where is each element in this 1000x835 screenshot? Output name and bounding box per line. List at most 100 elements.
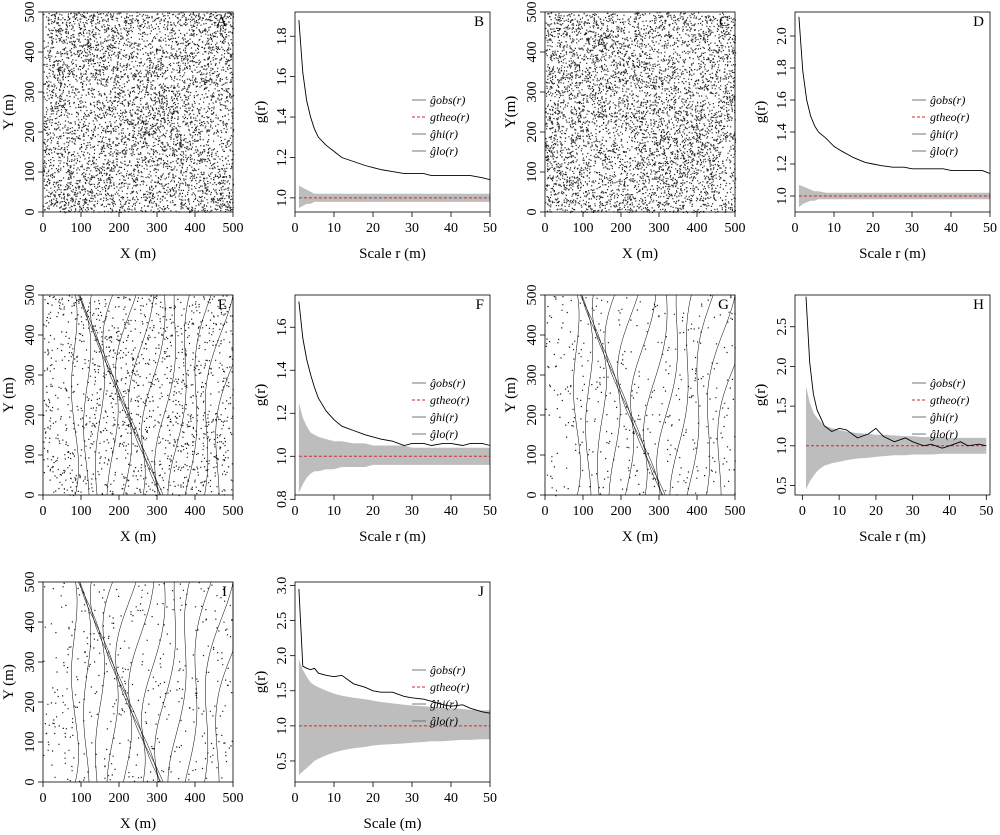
- x-tick-label: 50: [983, 221, 997, 236]
- contour-line: [71, 581, 79, 783]
- y-tick-label: 2.0: [775, 27, 790, 45]
- x-tick-label: 40: [444, 504, 458, 519]
- contour-line: [204, 294, 234, 496]
- x-tick-label: 100: [71, 221, 92, 236]
- x-tick-label: 500: [223, 221, 244, 236]
- contour-line: [656, 294, 678, 496]
- y-tick-label: 3.0: [275, 577, 290, 595]
- panel-I: 0 100 200 300 400 500 0 100 200 300 400 500 X (m) Y (…: [1, 572, 244, 833]
- contour-line: [79, 581, 92, 783]
- y-tick-label: 1.0: [775, 187, 790, 205]
- y-tick-label: 0: [23, 209, 38, 216]
- point-cloud-E: [43, 295, 234, 497]
- legend-label-hi: ĝhi(r): [430, 697, 458, 711]
- contour-line: [90, 581, 133, 783]
- y-tick-label: 1.6: [775, 91, 790, 109]
- y-axis-label: Y (m): [1, 94, 17, 130]
- confidence-envelope: [806, 386, 987, 490]
- y-tick-label: 100: [525, 162, 540, 183]
- x-tick-label: 500: [223, 504, 244, 519]
- panel-label: I: [222, 584, 227, 600]
- y-tick-label: 1.4: [775, 123, 790, 141]
- plot-frame-D: [794, 11, 991, 213]
- y-tick-label: 1.5: [775, 397, 790, 415]
- contour-line: [717, 295, 736, 496]
- panel-C: 0 100 200 300 400 500 0 100 200 300 400 500 X (m) Y(m…: [503, 2, 746, 263]
- contour-line: [686, 294, 714, 496]
- y-tick-label: 1.0: [775, 437, 790, 455]
- legend: ĝobs(r) gtheo(r) ĝhi(r) ĝlo(r): [412, 663, 469, 728]
- legend-label-theo: gtheo(r): [430, 393, 469, 407]
- x-axis-label: Scale r (m): [859, 529, 926, 545]
- x-axis-label: Scale r (m): [359, 246, 426, 262]
- x-tick-label: 30: [405, 221, 419, 236]
- x-tick-label: 100: [573, 504, 594, 519]
- x-tick-label: 100: [573, 221, 594, 236]
- panel-A: 0 100 200 300 400 500 0 100 200 300 400 500 X (m) Y (…: [1, 2, 244, 263]
- legend-label-lo: ĝlo(r): [930, 144, 958, 158]
- y-tick-label: 500: [23, 572, 38, 593]
- x-tick-label: 0: [40, 791, 47, 806]
- contour-line: [79, 581, 119, 783]
- x-tick-label: 20: [366, 791, 380, 806]
- x-tick-label: 400: [185, 791, 206, 806]
- y-tick-label: 400: [23, 612, 38, 633]
- plot-frame-C: [544, 11, 736, 213]
- legend-label-theo: gtheo(r): [930, 393, 969, 407]
- legend-label-obs: ĝobs(r): [430, 93, 465, 107]
- contour-line: [167, 294, 190, 496]
- x-tick-label: 50: [979, 504, 993, 519]
- tree-points: [545, 12, 737, 214]
- y-tick-label: 1.6: [275, 68, 290, 86]
- contour-line: [643, 294, 668, 496]
- contour-line: [102, 294, 146, 496]
- x-axis-label: Scale r (m): [359, 529, 426, 545]
- confidence-envelope: [298, 185, 490, 208]
- plot-frame-E: [42, 294, 234, 496]
- y-axis-label: g(r): [253, 671, 269, 694]
- x-tick-label: 300: [147, 791, 168, 806]
- contour-line: [630, 294, 666, 496]
- x-tick-label: 20: [869, 504, 883, 519]
- x-tick-label: 500: [725, 221, 746, 236]
- y-tick-label: 200: [23, 405, 38, 426]
- y-tick-label: 300: [525, 82, 540, 103]
- panel-label: J: [478, 584, 484, 600]
- panel-label: A: [216, 14, 227, 30]
- legend-label-lo: ĝlo(r): [430, 714, 458, 728]
- x-tick-label: 40: [943, 504, 957, 519]
- point-cloud-A: [43, 12, 235, 214]
- contour-line: [167, 581, 190, 783]
- legend-label-hi: ĝhi(r): [430, 410, 458, 424]
- contour-line: [141, 294, 166, 496]
- plot-frame-J: [294, 581, 491, 783]
- contour-line: [215, 295, 234, 496]
- x-tick-label: 200: [109, 791, 130, 806]
- contour-lines: [71, 581, 234, 783]
- contour-line: [102, 581, 146, 783]
- legend-label-obs: ĝobs(r): [930, 93, 965, 107]
- panel-label: H: [973, 297, 984, 313]
- panel-G: 0 100 200 300 400 500 0 100 200 300 400 500 X (m) Y (…: [503, 285, 746, 546]
- point-cloud-C: [545, 12, 737, 214]
- x-tick-label: 300: [649, 221, 670, 236]
- contour-line: [617, 294, 661, 496]
- panel-label: G: [718, 297, 729, 313]
- panel-label: E: [218, 297, 227, 313]
- y-axis-label: Y (m): [503, 377, 519, 413]
- y-tick-label: 400: [23, 42, 38, 63]
- plot-frame-A: [42, 11, 234, 213]
- y-tick-label: 200: [23, 122, 38, 143]
- legend-label-obs: ĝobs(r): [930, 376, 965, 390]
- y-tick-label: 2.5: [275, 612, 290, 630]
- y-tick-label: 300: [23, 652, 38, 673]
- legend-label-theo: gtheo(r): [430, 680, 469, 694]
- x-tick-label: 300: [147, 221, 168, 236]
- x-tick-label: 50: [483, 504, 497, 519]
- y-tick-label: 0: [23, 492, 38, 499]
- x-tick-label: 0: [799, 504, 806, 519]
- observed-line: [298, 301, 491, 446]
- contour-lines: [573, 294, 736, 496]
- plot-frame-F: [294, 294, 491, 496]
- plot-frame-I: [42, 581, 234, 783]
